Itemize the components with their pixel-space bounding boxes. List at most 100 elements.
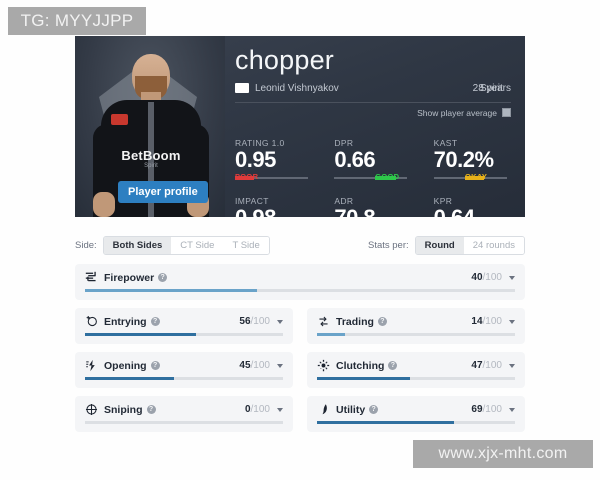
- stats-per-filter: Stats per: Round 24 rounds: [367, 235, 525, 255]
- player-real-name[interactable]: Leonid Vishnyakov: [255, 82, 339, 94]
- skill-name-sniping: Sniping: [104, 403, 143, 416]
- skill-fill-firepower: [85, 289, 257, 292]
- stats-per-option-24-rounds[interactable]: 24 rounds: [463, 236, 524, 254]
- skill-name-trading: Trading: [336, 315, 374, 328]
- side-option-ct-side[interactable]: CT Side: [171, 236, 224, 254]
- skill-max-utility: /100: [482, 404, 502, 415]
- skill-fill-opening: [85, 377, 175, 380]
- stat-track: GOOD: [334, 172, 408, 181]
- stat-label: IMPACT: [235, 195, 269, 206]
- skill-card-utility[interactable]: Utility ? 69 /100: [307, 396, 525, 432]
- utility-icon: [317, 403, 330, 416]
- skill-max-firepower: /100: [482, 272, 502, 283]
- stats-per-label: Stats per:: [367, 239, 409, 251]
- chevron-down-icon-utility[interactable]: [509, 407, 515, 412]
- skill-track-sniping: [85, 421, 283, 424]
- info-icon-sniping[interactable]: ?: [146, 405, 156, 414]
- skill-name-opening: Opening: [104, 359, 147, 372]
- player-photo: BetBoom Spirit Player profile: [75, 36, 225, 217]
- chevron-down-icon-trading[interactable]: [509, 319, 515, 324]
- player-profile-button[interactable]: Player profile: [118, 181, 208, 203]
- player-team[interactable]: Spirit: [480, 82, 503, 94]
- jersey-badge: [111, 114, 128, 125]
- player-stats-grid: RATING 1.0 0.95 POOR DPR 0.66 GOOD KAST 70.2% OK…: [235, 138, 513, 217]
- side-filter-group[interactable]: Both Sides CT Side T Side: [102, 235, 270, 255]
- skill-header-utility: Utility ? 69 /100: [307, 396, 525, 421]
- stat-rating-segment: [235, 175, 254, 180]
- entrying-icon: [85, 315, 98, 328]
- stat-cell-kpr: KPR0.64POOR: [434, 196, 513, 217]
- skill-score-entrying: 56: [239, 316, 251, 327]
- trading-icon: [317, 315, 330, 328]
- stat-cell-adr: ADR70.8POOR: [334, 196, 413, 217]
- skill-score-utility: 69: [471, 404, 483, 415]
- player-header-card: BetBoom Spirit Player profile chopper Le…: [75, 36, 525, 217]
- skill-fill-utility: [317, 421, 454, 424]
- info-icon-firepower[interactable]: ?: [158, 273, 168, 282]
- skill-header-opening: Opening ? 45 /100: [75, 352, 293, 377]
- stat-rating-segment: [465, 175, 484, 180]
- skill-name-clutching: Clutching: [336, 359, 385, 372]
- chevron-down-icon-entrying[interactable]: [277, 319, 283, 324]
- stats-per-option-round[interactable]: Round: [415, 236, 464, 254]
- stat-value: 0.95: [235, 147, 276, 172]
- show-player-average-row[interactable]: Show player average: [235, 101, 511, 118]
- stat-value: 0.66: [334, 147, 376, 172]
- info-icon-opening[interactable]: ?: [150, 361, 160, 370]
- stat-rating-tag: POOR: [235, 171, 259, 181]
- skill-max-trading: /100: [482, 316, 502, 327]
- skill-card-entrying[interactable]: Entrying ? 56 /100: [75, 308, 293, 344]
- stat-cell-rating-1-0: RATING 1.0 0.95 POOR: [235, 138, 314, 193]
- skill-value-firepower: 40 /100: [471, 272, 515, 283]
- skill-card-firepower[interactable]: Firepower ? 40 /100: [75, 264, 525, 300]
- show-player-average-checkbox[interactable]: [502, 108, 511, 118]
- filter-bar: Side: Both Sides CT Side T Side Stats pe…: [75, 234, 525, 256]
- skill-max-opening: /100: [250, 360, 270, 371]
- skill-score-sniping: 0: [244, 404, 251, 415]
- skill-value-trading: 14 /100: [471, 316, 515, 327]
- stat-value: 0.98: [235, 205, 314, 217]
- stat-label: DPR: [334, 138, 354, 148]
- stat-label: RATING 1.0: [235, 138, 285, 148]
- player-nickname: chopper: [235, 45, 334, 75]
- skill-track-firepower: [85, 289, 515, 292]
- firepower-icon: [85, 271, 98, 284]
- skill-track-clutching: [317, 377, 515, 380]
- skill-card-trading[interactable]: Trading ? 14 /100: [307, 308, 525, 344]
- chevron-down-icon-firepower[interactable]: [509, 275, 515, 280]
- opening-icon: [85, 359, 98, 372]
- player-age: 28 years: [472, 82, 511, 94]
- stat-cell-dpr: DPR 0.66 GOOD: [334, 138, 413, 193]
- stat-cell-impact: IMPACT0.98OKAY: [235, 196, 314, 217]
- skill-card-opening[interactable]: Opening ? 45 /100: [75, 352, 293, 388]
- site-watermark: www.xjx-mht.com: [413, 440, 593, 468]
- chevron-down-icon-clutching[interactable]: [509, 363, 515, 368]
- jersey-sub-text: Spirit: [144, 163, 158, 169]
- skill-max-sniping: /100: [250, 404, 270, 415]
- info-icon-entrying[interactable]: ?: [150, 317, 160, 326]
- chevron-down-icon-sniping[interactable]: [277, 407, 283, 412]
- skill-value-clutching: 47 /100: [471, 360, 515, 371]
- skill-name-utility: Utility: [336, 403, 366, 416]
- skill-card-clutching[interactable]: Clutching ? 47 /100: [307, 352, 525, 388]
- skill-header-entrying: Entrying ? 56 /100: [75, 308, 293, 333]
- sniping-icon: [85, 403, 98, 416]
- skill-fill-trading: [317, 333, 345, 336]
- stats-per-group[interactable]: Round 24 rounds: [414, 235, 525, 255]
- stat-label: KAST: [433, 138, 458, 148]
- skill-card-sniping[interactable]: Sniping ? 0 /100: [75, 396, 293, 432]
- show-player-average-label: Show player average: [417, 107, 497, 118]
- info-icon-trading[interactable]: ?: [377, 317, 387, 326]
- info-icon-utility[interactable]: ?: [369, 405, 379, 414]
- info-icon-clutching[interactable]: ?: [388, 361, 398, 370]
- player-header-info: chopper Leonid Vishnyakov Spirit 28 year…: [225, 36, 525, 217]
- stat-rating-tag: GOOD: [375, 171, 400, 181]
- side-option-t-side[interactable]: T Side: [223, 236, 269, 254]
- skill-score-firepower: 40: [471, 272, 483, 283]
- skill-track-entrying: [85, 333, 283, 336]
- skill-header-firepower: Firepower ? 40 /100: [75, 264, 525, 289]
- stat-value: 70.2%: [433, 147, 494, 172]
- chevron-down-icon-opening[interactable]: [277, 363, 283, 368]
- skill-name-entrying: Entrying: [104, 315, 147, 328]
- side-option-both-sides[interactable]: Both Sides: [103, 236, 172, 254]
